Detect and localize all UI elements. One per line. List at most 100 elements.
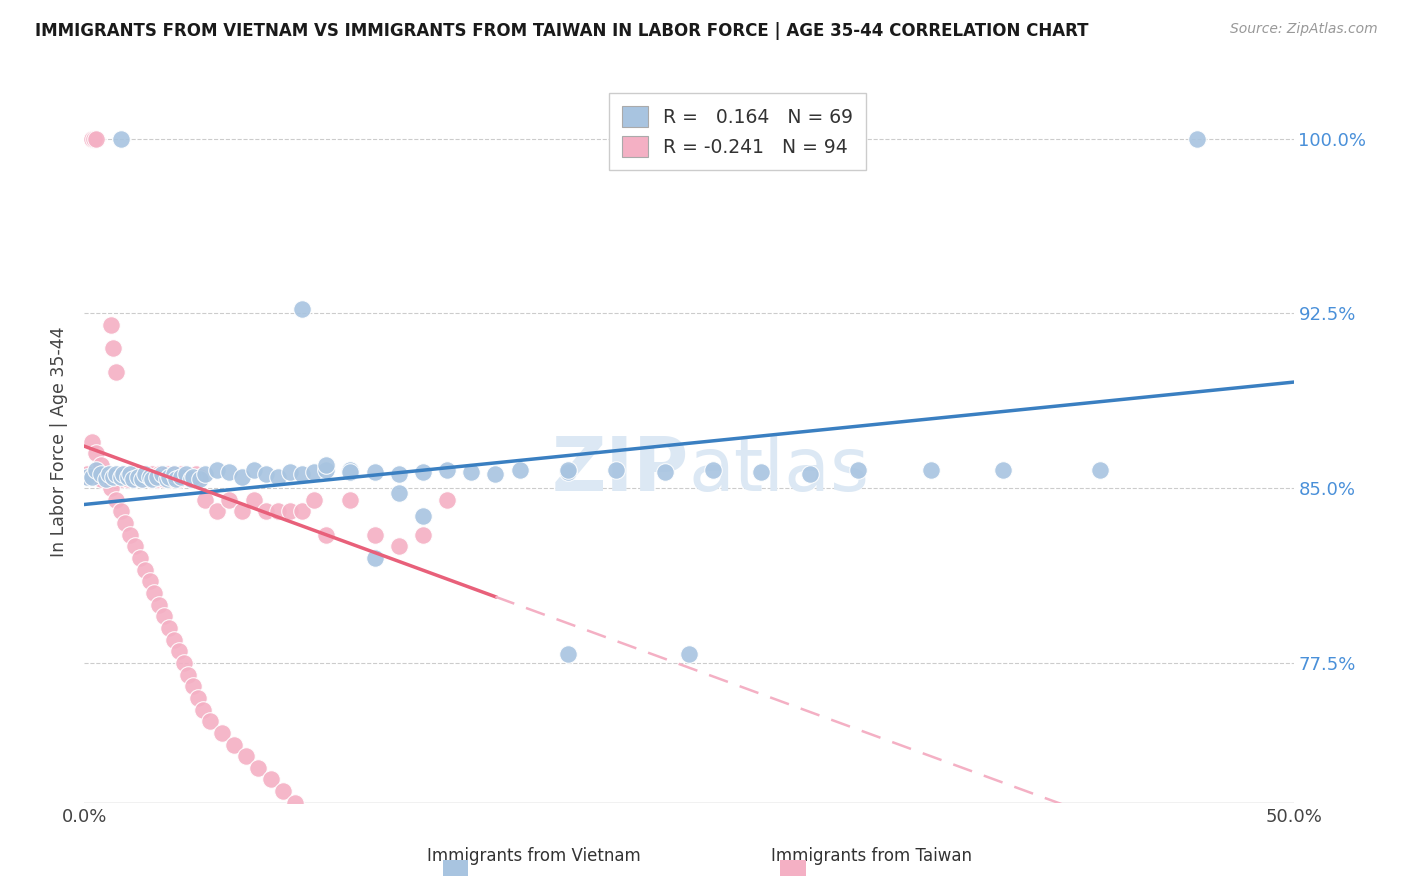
- Point: [177, 667, 200, 681]
- Point: [127, 469, 149, 483]
- Point: [90, 472, 112, 486]
- Point: [124, 472, 146, 486]
- Point: [388, 540, 411, 554]
- Point: [138, 472, 160, 486]
- Point: [231, 504, 253, 518]
- Point: [80, 434, 103, 449]
- Point: [163, 467, 186, 482]
- Point: [181, 679, 204, 693]
- Point: [678, 647, 700, 661]
- Point: [412, 465, 434, 479]
- Point: [315, 528, 337, 542]
- Point: [90, 458, 112, 472]
- Point: [146, 472, 169, 486]
- Point: [654, 465, 676, 479]
- Point: [242, 492, 264, 507]
- Point: [187, 690, 209, 705]
- Point: [363, 528, 385, 542]
- Point: [148, 467, 170, 482]
- Text: Immigrants from Vietnam: Immigrants from Vietnam: [427, 847, 641, 865]
- Point: [557, 465, 579, 479]
- Point: [150, 467, 173, 482]
- Point: [412, 528, 434, 542]
- Point: [259, 772, 281, 787]
- Point: [702, 462, 724, 476]
- Point: [155, 467, 177, 482]
- Point: [155, 472, 177, 486]
- Text: IMMIGRANTS FROM VIETNAM VS IMMIGRANTS FROM TAIWAN IN LABOR FORCE | AGE 35-44 COR: IMMIGRANTS FROM VIETNAM VS IMMIGRANTS FR…: [35, 22, 1088, 40]
- Point: [180, 472, 202, 486]
- Point: [107, 469, 129, 483]
- Point: [100, 318, 122, 332]
- Point: [100, 481, 122, 495]
- Legend: R =   0.164   N = 69, R = -0.241   N = 94: R = 0.164 N = 69, R = -0.241 N = 94: [609, 94, 866, 169]
- Point: [412, 509, 434, 524]
- Point: [138, 574, 160, 589]
- Point: [134, 563, 156, 577]
- Point: [291, 504, 314, 518]
- Point: [605, 462, 627, 476]
- Text: Source: ZipAtlas.com: Source: ZipAtlas.com: [1230, 22, 1378, 37]
- Point: [184, 467, 207, 482]
- Point: [751, 465, 773, 479]
- Point: [129, 551, 152, 566]
- Point: [1185, 131, 1208, 145]
- Point: [112, 467, 135, 482]
- Point: [271, 784, 294, 798]
- Point: [388, 485, 411, 500]
- Point: [103, 469, 125, 483]
- Point: [121, 472, 143, 486]
- Point: [110, 131, 132, 145]
- Point: [557, 462, 579, 476]
- Point: [460, 465, 482, 479]
- Point: [80, 131, 103, 145]
- Point: [231, 469, 253, 483]
- Point: [143, 586, 166, 600]
- Point: [388, 467, 411, 482]
- Point: [103, 341, 125, 355]
- Point: [284, 796, 307, 810]
- Point: [254, 504, 277, 518]
- Point: [121, 469, 143, 483]
- Point: [160, 472, 183, 486]
- Point: [170, 467, 193, 482]
- Point: [120, 528, 142, 542]
- Point: [153, 472, 176, 486]
- Point: [363, 551, 385, 566]
- Point: [291, 467, 314, 482]
- Point: [198, 714, 221, 729]
- Point: [110, 504, 132, 518]
- Point: [163, 632, 186, 647]
- Point: [83, 131, 105, 145]
- Point: [114, 469, 136, 483]
- Point: [136, 469, 159, 483]
- Point: [97, 469, 120, 483]
- Point: [920, 462, 942, 476]
- Point: [315, 462, 337, 476]
- Point: [167, 644, 190, 658]
- Y-axis label: In Labor Force | Age 35-44: In Labor Force | Age 35-44: [51, 326, 69, 557]
- Point: [120, 467, 142, 482]
- Point: [93, 467, 115, 482]
- Point: [104, 492, 127, 507]
- Point: [302, 465, 325, 479]
- Point: [180, 472, 202, 486]
- Point: [194, 492, 217, 507]
- Point: [117, 472, 139, 486]
- Point: [131, 472, 153, 486]
- Point: [363, 465, 385, 479]
- Point: [138, 469, 160, 483]
- Point: [94, 469, 117, 483]
- Point: [110, 469, 132, 483]
- Point: [224, 738, 246, 752]
- Point: [76, 469, 98, 483]
- Point: [339, 465, 361, 479]
- Point: [509, 462, 531, 476]
- Point: [165, 472, 187, 486]
- Point: [291, 301, 314, 316]
- Point: [86, 446, 108, 460]
- Point: [90, 467, 112, 482]
- Point: [235, 749, 257, 764]
- Point: [97, 467, 120, 482]
- Point: [218, 492, 240, 507]
